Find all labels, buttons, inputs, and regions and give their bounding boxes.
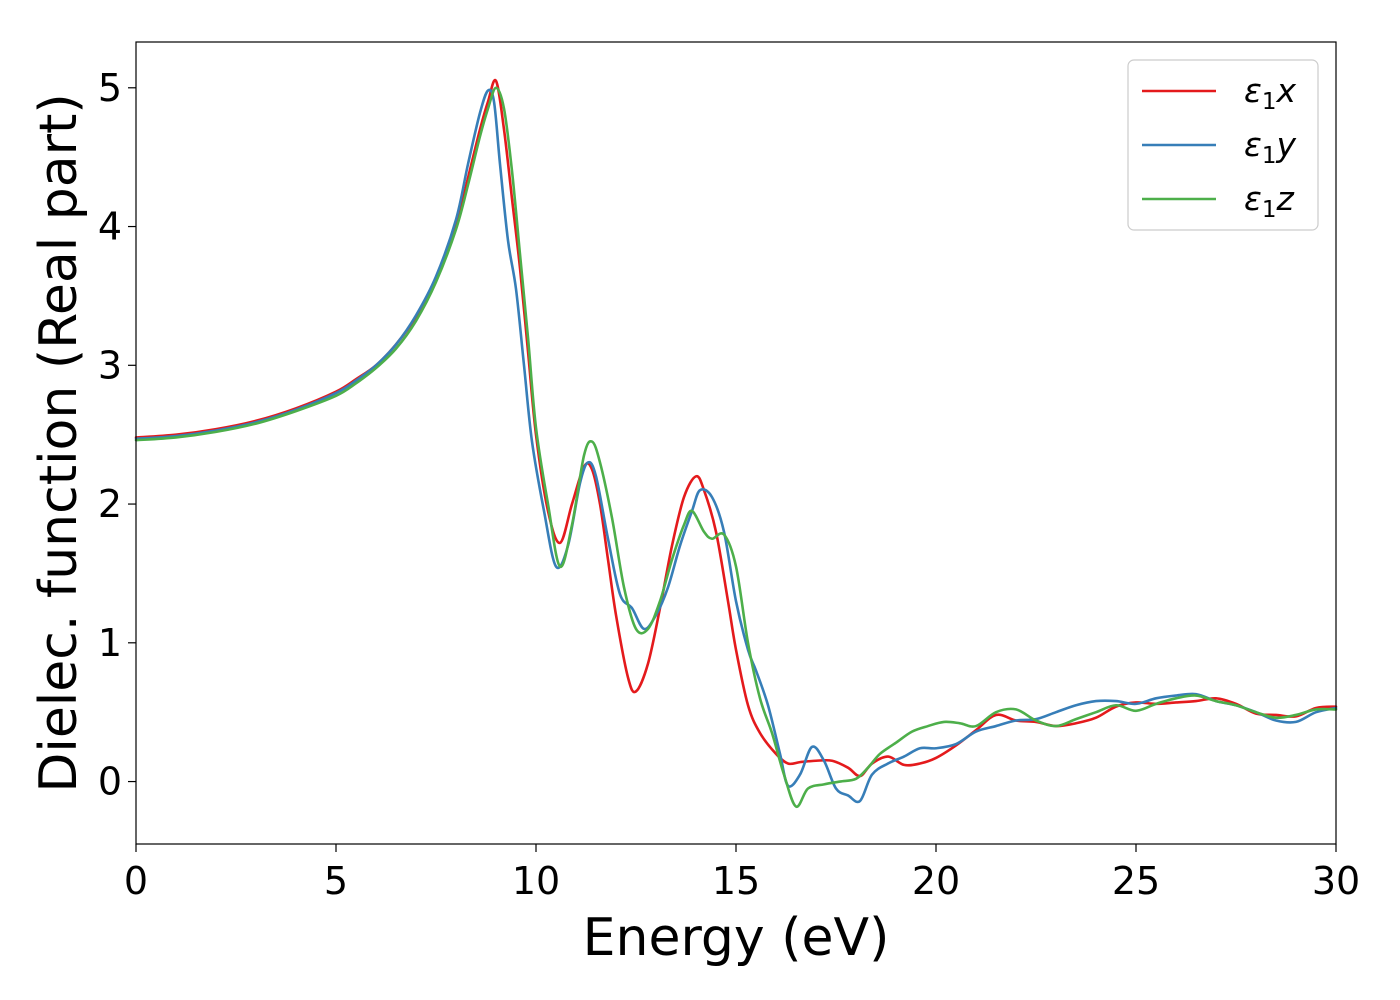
y-axis-title: Dielec. function (Real part) <box>29 93 89 792</box>
legend-label-3: ε1z <box>1244 179 1294 223</box>
y-tick-label: 0 <box>98 760 122 804</box>
legend-box <box>1127 59 1319 231</box>
y-tick-label: 3 <box>98 343 122 387</box>
series-line-2 <box>134 88 1338 804</box>
series-line-1 <box>134 78 1338 778</box>
y-axis: 0 1 2 3 4 5 <box>98 66 136 804</box>
x-tick-label: 30 <box>1312 859 1360 903</box>
x-tick-label: 25 <box>1112 859 1160 903</box>
y-tick-label: 4 <box>98 205 122 249</box>
series-line-3 <box>134 86 1338 808</box>
x-tick-label: 15 <box>712 859 760 903</box>
x-tick-label: 10 <box>512 859 560 903</box>
series-layer <box>134 78 1338 808</box>
x-axis: 0 5 10 15 20 25 30 <box>124 844 1360 903</box>
y-tick-label: 1 <box>98 621 122 665</box>
legend: ε1x ε1y ε1z <box>1127 59 1319 231</box>
y-tick-label: 2 <box>98 482 122 526</box>
x-tick-label: 0 <box>124 859 148 903</box>
x-axis-title: Energy (eV) <box>583 908 890 968</box>
y-tick-label: 5 <box>98 66 122 110</box>
legend-label-2: ε1y <box>1244 125 1296 169</box>
legend-label-1: ε1x <box>1244 71 1296 115</box>
x-tick-label: 20 <box>912 859 960 903</box>
x-tick-label: 5 <box>324 859 348 903</box>
